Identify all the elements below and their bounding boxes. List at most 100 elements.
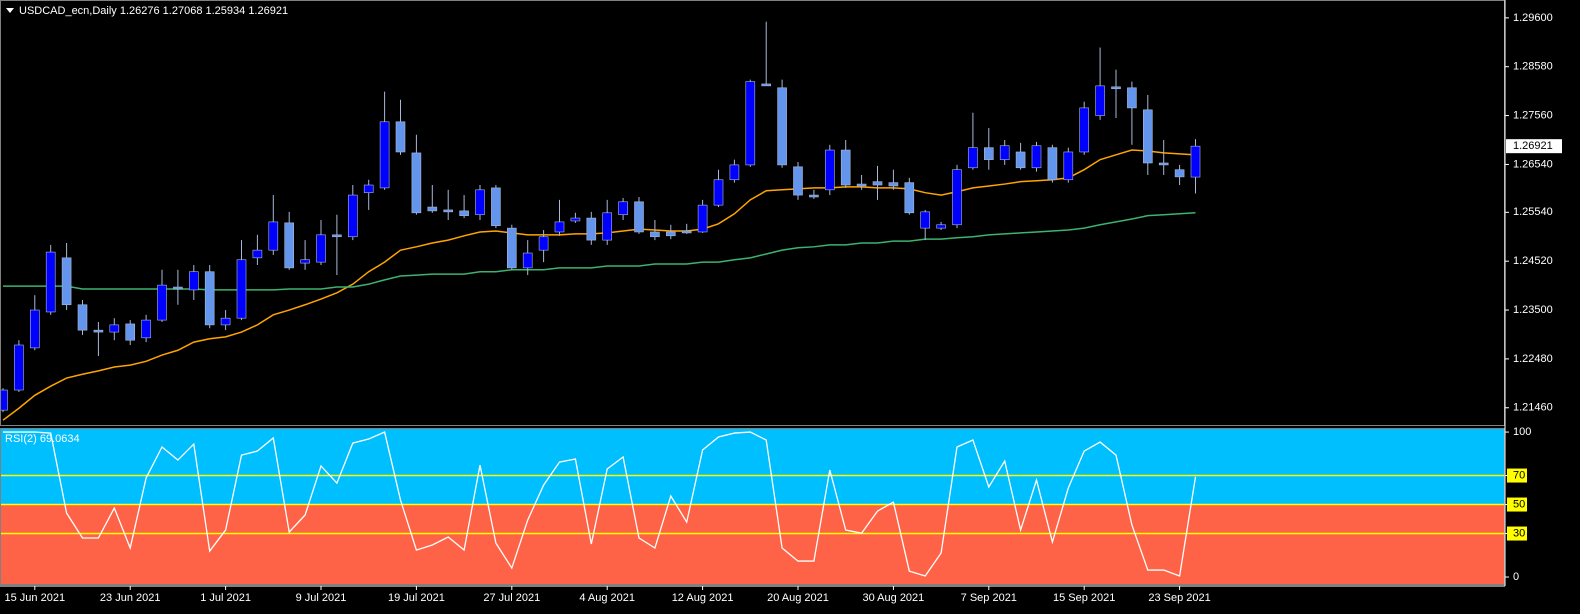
candle-body <box>538 236 549 251</box>
y-tick-label: 50 <box>1513 498 1525 510</box>
candle-body <box>665 231 676 237</box>
candle-body <box>141 319 151 339</box>
candle-body <box>697 204 708 233</box>
candle-body <box>363 184 374 193</box>
candle-body <box>0 389 8 411</box>
rsi-title: RSI(2) 69.0634 <box>5 433 80 445</box>
candle-body <box>634 201 644 233</box>
candle-body <box>952 169 962 226</box>
chart-title: USDCAD_ecn,Daily 1.26276 1.27068 1.25934… <box>19 5 288 17</box>
candle-body <box>999 145 1010 160</box>
y-tick-label: 1.28580 <box>1513 61 1553 73</box>
candle-body <box>252 249 263 259</box>
candle-body <box>204 271 215 326</box>
candle-body <box>888 182 899 187</box>
zone-below <box>0 504 1505 585</box>
candle-body <box>1143 109 1153 164</box>
level-label-bg <box>1507 526 1527 541</box>
y-tick-label: 1.25540 <box>1513 206 1553 218</box>
candle-body <box>824 149 835 191</box>
candle-body <box>936 224 946 229</box>
level-label-bg <box>1507 497 1527 512</box>
candle-body <box>1127 87 1137 109</box>
y-tick-label: 70 <box>1513 469 1525 481</box>
candle-body <box>1047 147 1058 181</box>
candle-body <box>650 231 660 238</box>
x-tick-label: 12 Aug 2021 <box>672 592 734 604</box>
candle-body <box>968 147 978 169</box>
candle-body <box>681 230 692 234</box>
candle-body <box>1015 151 1026 169</box>
candle-body <box>522 252 533 269</box>
candle-body <box>29 309 40 349</box>
candle-body <box>173 286 183 290</box>
candle-body <box>14 344 24 391</box>
candle-body <box>586 217 597 241</box>
candle-body <box>316 234 326 263</box>
y-tick-label: 1.27560 <box>1513 109 1553 121</box>
candle-body <box>618 201 628 216</box>
menu-triangle[interactable] <box>6 8 14 13</box>
y-tick-label: 100 <box>1513 426 1531 438</box>
y-tick-label: 0 <box>1513 571 1519 583</box>
rsi-line <box>3 431 1197 577</box>
candle-body <box>125 323 135 341</box>
candle-body <box>904 182 915 214</box>
x-tick-label: 30 Aug 2021 <box>863 592 925 604</box>
candle-body <box>809 194 819 198</box>
candle-body <box>157 284 167 321</box>
candle-body <box>1079 107 1089 153</box>
candle-body <box>427 206 438 212</box>
last-price-label: 1.26921 <box>1513 140 1553 152</box>
x-tick-label: 7 Sep 2021 <box>961 592 1017 604</box>
candle-body <box>506 227 517 269</box>
candle-body <box>1158 162 1169 166</box>
candle-body <box>332 234 342 238</box>
candle-body <box>45 251 56 313</box>
x-tick-label: 15 Sep 2021 <box>1053 592 1115 604</box>
moving-average <box>2 149 1196 421</box>
candle-body <box>284 222 295 269</box>
candle-body <box>491 187 501 227</box>
candle-body <box>713 179 724 206</box>
candle-body <box>761 83 772 87</box>
x-tick-label: 23 Sep 2021 <box>1148 592 1210 604</box>
candle-body <box>602 212 613 241</box>
candle-body <box>379 121 390 189</box>
zone-above <box>0 428 1505 505</box>
y-tick-label: 1.24520 <box>1513 255 1553 267</box>
candle-body <box>1174 169 1185 178</box>
candle-body <box>77 304 88 331</box>
moving-average <box>3 212 1196 291</box>
candle-body <box>395 121 406 153</box>
candle-body <box>475 189 485 216</box>
y-tick-label: 1.22480 <box>1513 353 1553 365</box>
candle-body <box>220 317 231 326</box>
y-tick-label: 1.23500 <box>1513 304 1553 316</box>
candle-body <box>109 324 120 333</box>
candle-body <box>93 329 104 333</box>
x-tick-label: 9 Jul 2021 <box>296 592 347 604</box>
candle-body <box>920 211 931 229</box>
candle-body <box>840 149 851 186</box>
candle-body <box>1111 86 1121 90</box>
candle-body <box>300 259 310 264</box>
candle-body <box>61 257 72 306</box>
y-tick-label: 1.21460 <box>1513 402 1553 414</box>
x-tick-label: 15 Jun 2021 <box>5 592 66 604</box>
candle-body <box>189 271 199 291</box>
x-tick-label: 23 Jun 2021 <box>100 592 161 604</box>
x-tick-label: 20 Aug 2021 <box>767 592 829 604</box>
candle-body <box>872 181 883 186</box>
y-tick-label: 1.29600 <box>1513 12 1553 24</box>
y-tick-label: 1.26540 <box>1513 158 1553 170</box>
candle-body <box>777 87 787 166</box>
x-tick-label: 4 Aug 2021 <box>579 592 635 604</box>
candle-body <box>236 259 247 319</box>
candle-body <box>983 147 994 160</box>
candle-body <box>554 221 565 233</box>
level-label-bg <box>1507 468 1527 483</box>
x-tick-label: 19 Jul 2021 <box>388 592 445 604</box>
last-price-box <box>1506 139 1562 154</box>
